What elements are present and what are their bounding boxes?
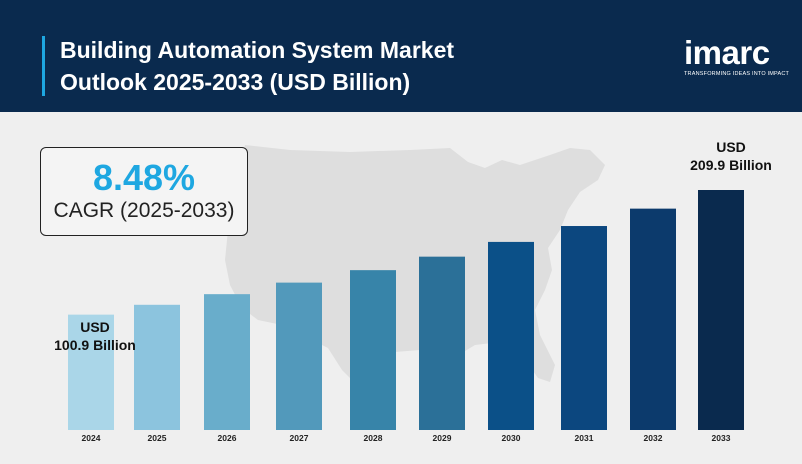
logo-wordmark: imarc [684, 34, 770, 71]
first-bar-callout: USD 100.9 Billion [47, 318, 143, 354]
bar-2024 [68, 314, 114, 430]
first-callout-value: 100.9 Billion [54, 337, 136, 353]
cagr-value: 8.48% [92, 157, 196, 198]
x-tick-label-2025: 2025 [148, 433, 167, 443]
x-tick-label-2027: 2027 [290, 433, 309, 443]
header-banner: Building Automation System Market Outloo… [0, 0, 802, 112]
x-tick-label-2031: 2031 [575, 433, 594, 443]
cagr-box: 8.48% CAGR (2025-2033) [40, 147, 248, 236]
last-callout-unit: USD [716, 139, 746, 155]
bar-2027 [276, 282, 322, 430]
imarc-logo: imarc TRANSFORMING IDEAS INTO IMPACT [684, 36, 794, 78]
title-line-1: Building Automation System Market [60, 37, 455, 63]
last-bar-callout: USD 209.9 Billion [676, 138, 786, 174]
x-tick-label-2029: 2029 [433, 433, 452, 443]
title-line-2: Outlook 2025-2033 (USD Billion) [60, 69, 411, 95]
bar-2031 [561, 226, 607, 430]
x-tick-label-2028: 2028 [364, 433, 383, 443]
bar-2032 [630, 208, 676, 430]
first-callout-unit: USD [80, 319, 110, 335]
title-accent-bar [42, 36, 45, 96]
bar-2025 [134, 304, 180, 430]
x-tick-label-2030: 2030 [502, 433, 521, 443]
x-tick-label-2032: 2032 [644, 433, 663, 443]
last-callout-value: 209.9 Billion [690, 157, 772, 173]
cagr-label: CAGR (2025-2033) [53, 199, 235, 222]
x-tick-label-2026: 2026 [218, 433, 237, 443]
bar-2026 [204, 294, 250, 430]
bar-2033 [698, 190, 744, 430]
bar-2028 [350, 270, 396, 430]
x-tick-label-2024: 2024 [82, 433, 101, 443]
logo-tagline: TRANSFORMING IDEAS INTO IMPACT [684, 71, 790, 77]
bar-2030 [488, 241, 534, 430]
chart-title: Building Automation System Market Outloo… [60, 34, 620, 98]
x-tick-label-2033: 2033 [712, 433, 731, 443]
bar-2029 [419, 256, 465, 430]
